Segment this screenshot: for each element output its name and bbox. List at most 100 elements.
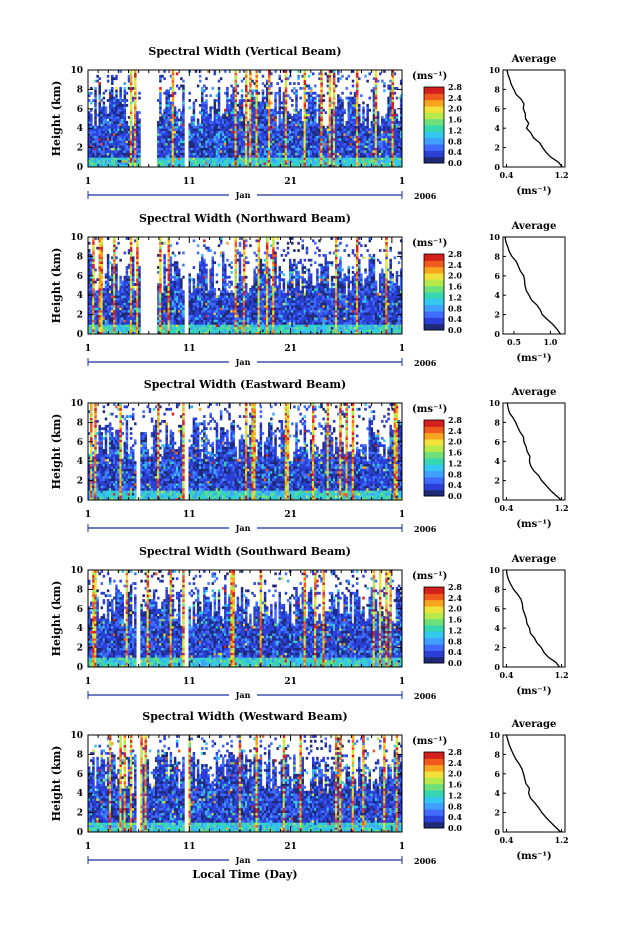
heatmap-cell xyxy=(92,256,95,260)
heatmap-cell xyxy=(113,321,116,325)
heatmap-cell xyxy=(293,150,296,153)
heatmap-cell xyxy=(217,116,221,119)
heatmap-cell xyxy=(167,99,171,102)
heatmap-cell xyxy=(314,135,317,139)
heatmap-cell xyxy=(381,125,384,129)
heatmap-cell xyxy=(108,314,112,318)
heatmap-cell xyxy=(159,77,162,81)
heatmap-cell xyxy=(94,120,97,124)
heatmap-cell xyxy=(106,145,110,148)
heatmap-cell xyxy=(376,123,380,127)
heatmap-cell xyxy=(320,86,323,90)
heatmap-cell xyxy=(159,268,162,272)
heatmap-cell xyxy=(366,133,369,136)
heatmap-cell xyxy=(217,164,221,167)
heatmap-cell xyxy=(213,120,217,124)
heatmap-cell xyxy=(324,152,328,156)
heatmap-cell xyxy=(106,280,110,284)
heatmap-cell xyxy=(372,130,376,134)
heatmap-cell xyxy=(314,145,317,148)
heatmap-cell xyxy=(136,111,139,115)
heatmap-cell xyxy=(345,140,348,144)
heatmap-cell xyxy=(163,77,166,81)
heatmap-cell xyxy=(113,237,116,240)
heatmap-cell xyxy=(136,154,139,158)
heatmap-cell xyxy=(282,154,286,158)
heatmap-cell xyxy=(234,116,238,119)
heatmap-cell xyxy=(165,150,168,153)
heatmap-cell xyxy=(320,96,323,100)
heatmap-cell xyxy=(322,162,325,165)
heatmap-cell xyxy=(399,116,402,119)
heatmap-cell xyxy=(121,283,124,286)
heatmap-cell xyxy=(291,150,294,153)
heatmap-cell xyxy=(337,128,340,132)
heatmap-cell xyxy=(92,249,95,252)
heatmap-cell xyxy=(159,91,162,95)
heatmap-cell xyxy=(134,302,137,306)
heatmap-cell xyxy=(274,135,277,139)
heatmap-cell xyxy=(115,297,118,301)
heatmap-cell xyxy=(221,147,225,151)
heatmap-cell xyxy=(255,162,258,165)
heatmap-cell xyxy=(286,152,290,156)
heatmap-cell xyxy=(278,91,281,95)
heatmap-cell xyxy=(180,150,183,153)
heatmap-cell xyxy=(240,140,244,144)
heatmap-cell xyxy=(343,140,346,144)
heatmap-cell xyxy=(190,128,194,132)
heatmap-cell xyxy=(129,108,133,112)
heatmap-cell xyxy=(391,152,395,156)
heatmap-cell xyxy=(305,147,309,151)
heatmap-cell xyxy=(341,116,344,119)
heatmap-cell xyxy=(159,302,162,306)
heatmap-cell xyxy=(115,256,118,260)
heatmap-cell xyxy=(131,154,135,158)
y-axis-label: Height (km) xyxy=(50,81,63,157)
heatmap-cell xyxy=(303,140,307,144)
heatmap-cell xyxy=(245,142,248,146)
heatmap-cell xyxy=(129,101,133,105)
heatmap-cell xyxy=(96,304,99,308)
heatmap-cell xyxy=(228,123,231,127)
heatmap-cell xyxy=(159,278,162,282)
heatmap-cell xyxy=(161,324,164,328)
heatmap-cell xyxy=(339,147,342,151)
heatmap-cell xyxy=(232,133,235,136)
heatmap-cell xyxy=(272,162,275,165)
heatmap-cell xyxy=(381,157,384,161)
heatmap-cell xyxy=(178,152,181,156)
heatmap-cell xyxy=(353,106,357,110)
heatmap-cell xyxy=(196,147,200,151)
heatmap-cell xyxy=(113,283,116,286)
heatmap-cell xyxy=(159,290,162,294)
heatmap-cell xyxy=(307,133,311,136)
heatmap-cell xyxy=(328,150,332,153)
heatmap-cell xyxy=(320,84,323,88)
heatmap-cell xyxy=(251,133,254,136)
heatmap-cell xyxy=(335,147,338,151)
heatmap-cell xyxy=(138,266,141,269)
heatmap-cell xyxy=(335,128,338,132)
heatmap-cell xyxy=(127,263,131,267)
heatmap-cell xyxy=(399,140,402,144)
heatmap-cell xyxy=(358,157,361,161)
heatmap-cell xyxy=(288,147,292,151)
heatmap-cell xyxy=(378,145,382,148)
heatmap-cell xyxy=(355,120,359,124)
heatmap-cell xyxy=(173,152,177,156)
heatmap-cell xyxy=(383,147,386,151)
heatmap-cell xyxy=(100,145,104,148)
heatmap-cell xyxy=(374,74,378,78)
heatmap-cell xyxy=(221,113,225,117)
heatmap-cell xyxy=(182,96,185,100)
heatmap-cell xyxy=(305,130,309,134)
heatmap-cell xyxy=(391,150,395,153)
heatmap-cell xyxy=(245,123,248,127)
heatmap-cell xyxy=(159,297,162,301)
heatmap-cell xyxy=(226,164,229,167)
heatmap-cell xyxy=(320,82,323,85)
heatmap-cell xyxy=(161,302,164,306)
heatmap-cell xyxy=(276,128,279,132)
heatmap-cell xyxy=(190,145,194,148)
